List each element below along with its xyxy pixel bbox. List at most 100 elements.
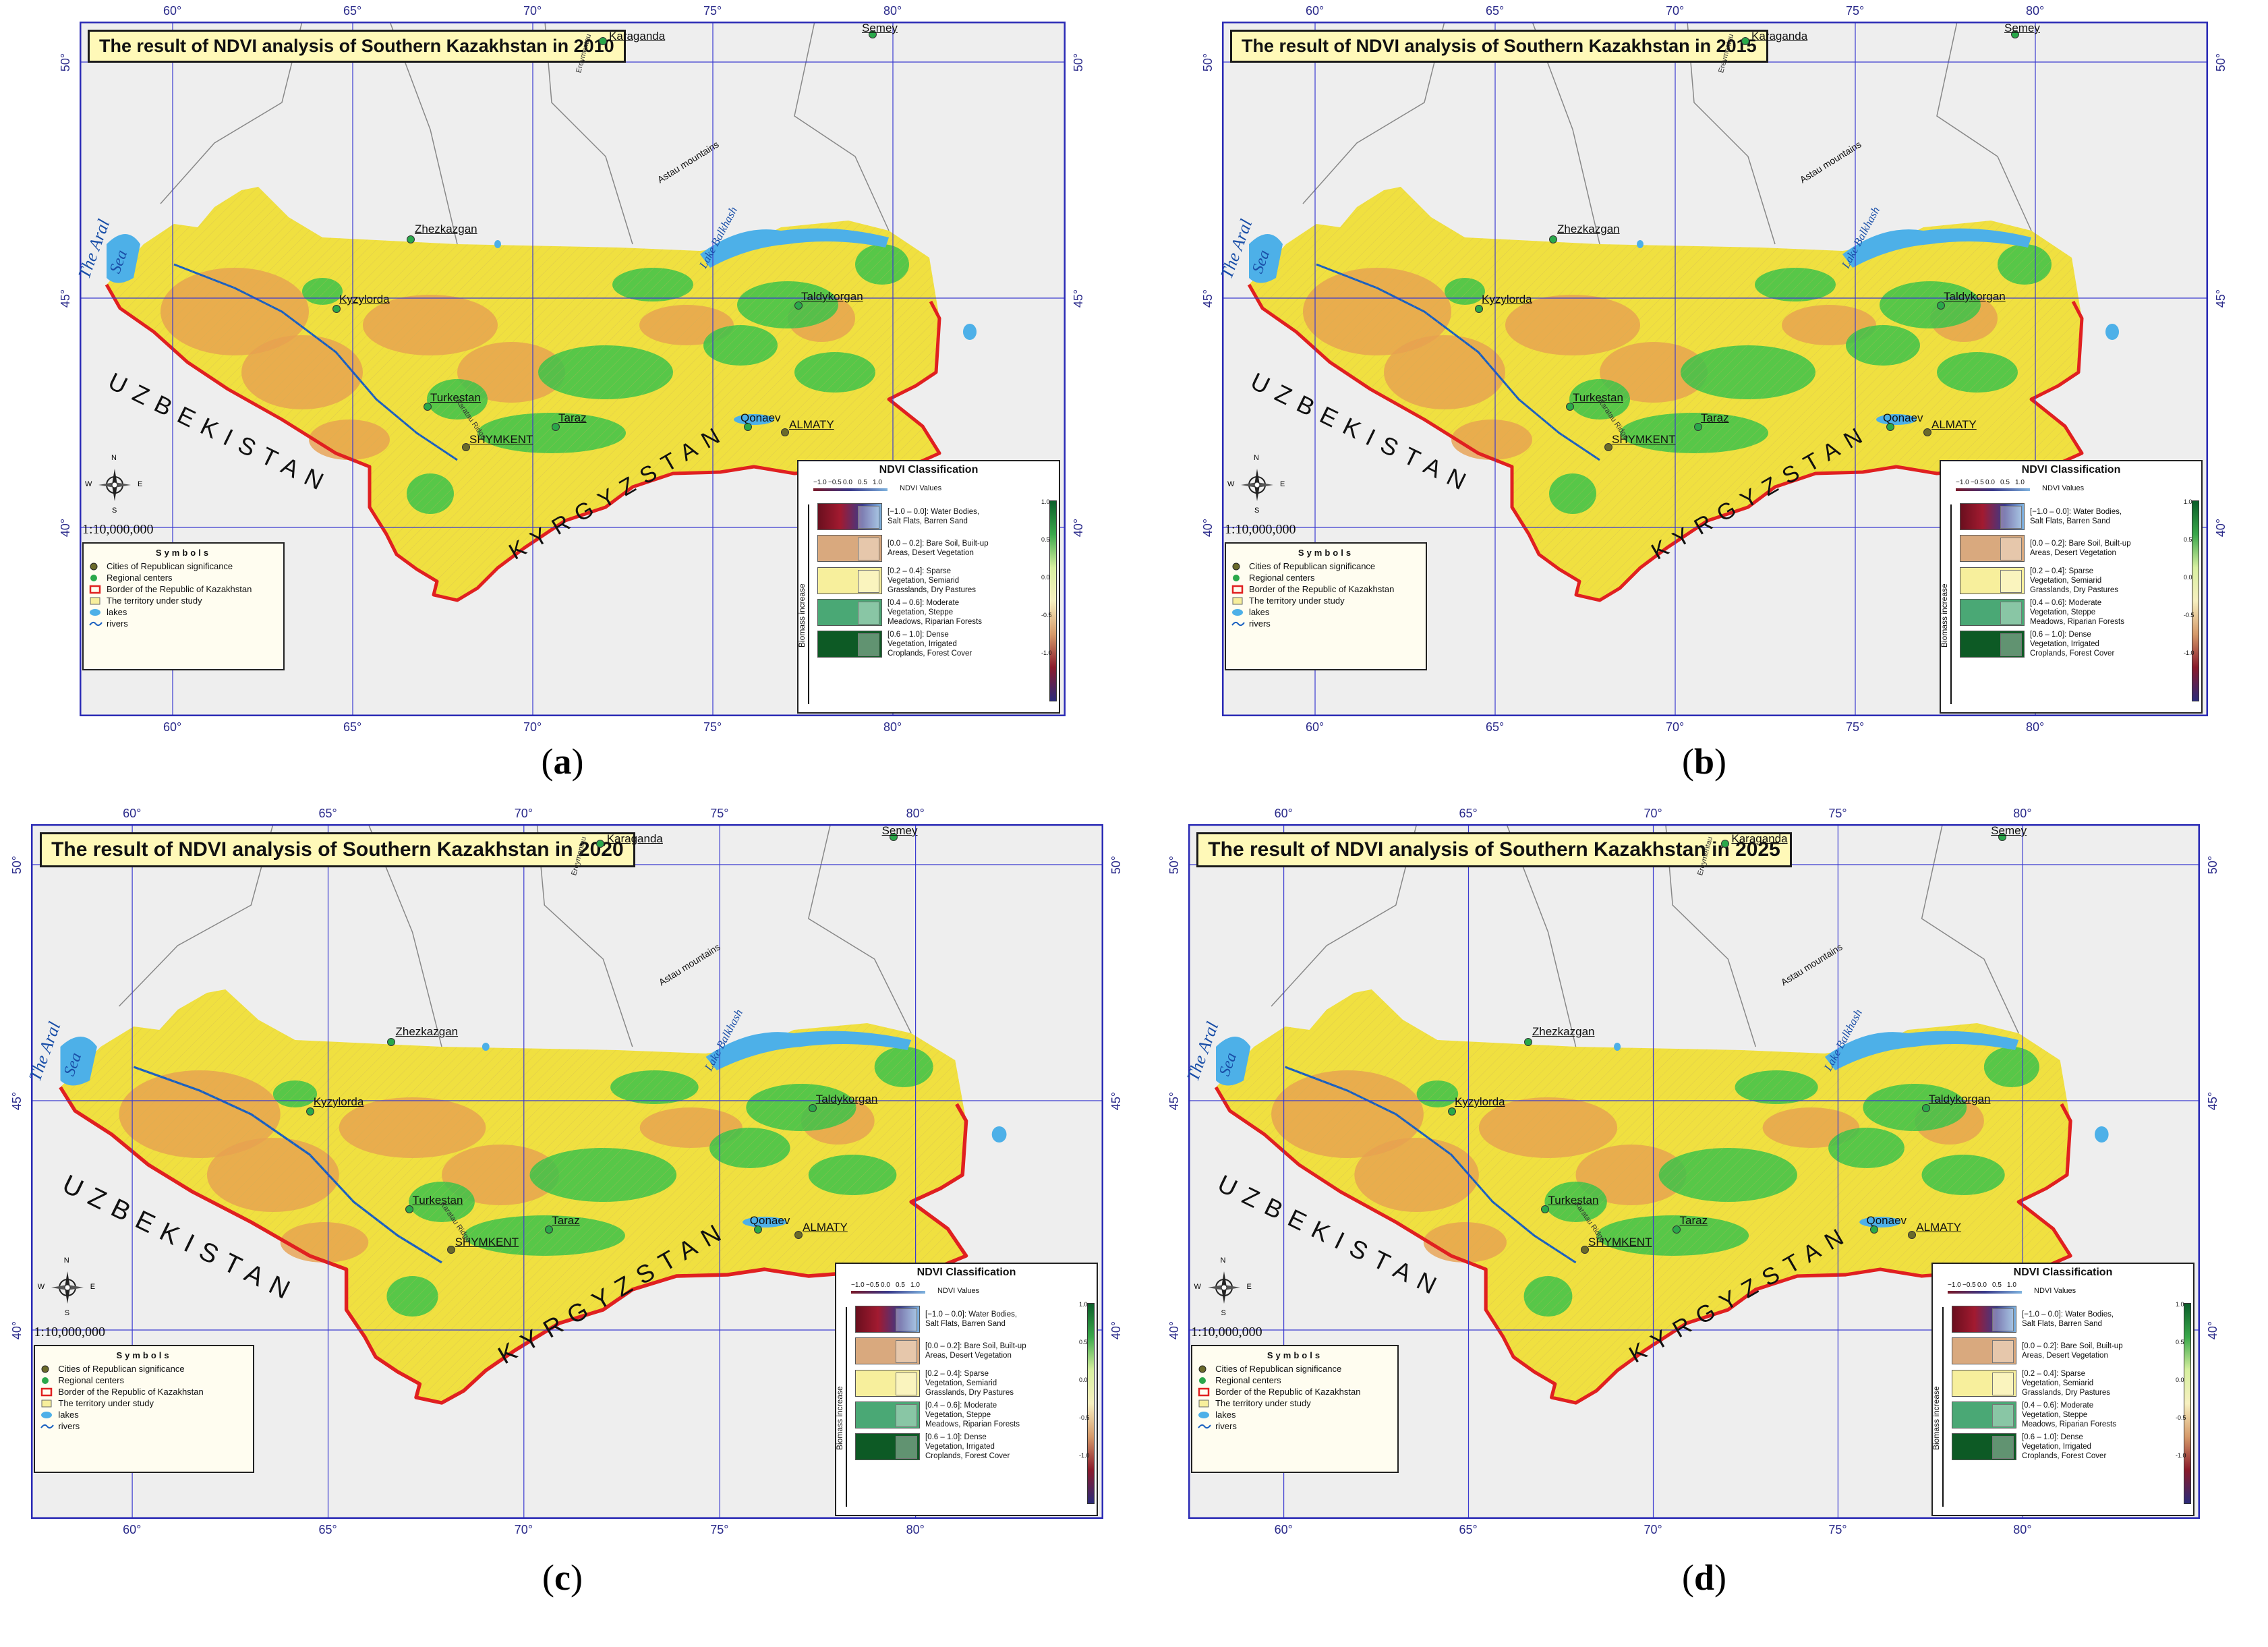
ramp-tick: −0.5	[1971, 479, 1984, 486]
latitude-tick: 45°	[2214, 289, 2228, 308]
city-zhezkazgan: Zhezkazgan	[1557, 223, 1620, 235]
lake-icon	[89, 608, 103, 617]
ramp-tick: −1.0	[1956, 479, 1969, 486]
lake-kapchagay	[1876, 414, 1917, 425]
city-turkestan: Turkestan	[430, 391, 481, 404]
city-dot	[1869, 1225, 1878, 1234]
ndvi-class-row: [0.4 – 0.6]: Moderate Vegetation, Steppe…	[817, 598, 989, 627]
symbols-header: Symbols	[1298, 548, 1354, 558]
symbol-row: Cities of Republican significance	[40, 1363, 247, 1375]
city-dot	[869, 30, 877, 38]
symbol-row: Cities of Republican significance	[1198, 1363, 1392, 1375]
compass-w: W	[1227, 480, 1235, 488]
ndvi-ramp: −1.0 −0.5 0.0 0.5 1.0	[1948, 1281, 2022, 1291]
ndvi-class-row: [0.4 – 0.6]: Moderate Vegetation, Steppe…	[1960, 598, 2131, 627]
lake-small	[1637, 240, 1644, 248]
longitude-tick: 65°	[318, 807, 337, 820]
study-area-hatch	[60, 989, 966, 1403]
longitude-tick: 80°	[883, 720, 902, 734]
colorbar-tick: 1.0	[1079, 1301, 1088, 1308]
ndvi-class-swatch	[1952, 1370, 2016, 1397]
city-dot	[1908, 1231, 1917, 1239]
study-area-icon	[89, 596, 103, 606]
symbol-label: Regional centers	[1215, 1375, 1281, 1385]
ndvi-values-label: NDVI Values	[937, 1287, 980, 1295]
lake-balkhash	[700, 228, 889, 268]
city-dot	[447, 1246, 456, 1254]
compass-s: S	[64, 1309, 70, 1317]
republican-city-icon	[40, 1364, 54, 1374]
compass-rose-icon: N S W E	[1194, 1256, 1252, 1317]
symbol-label: The territory under study	[1215, 1398, 1311, 1408]
compass-rose-icon: N S W E	[38, 1256, 95, 1317]
city-karaganda: Karaganda	[1731, 832, 1788, 845]
ndvi-class-row: [−1.0 – 0.0]: Water Bodies, Salt Flats, …	[855, 1306, 1026, 1333]
city-dot	[1604, 443, 1612, 451]
colorbar-tick: 0.0	[2184, 574, 2192, 581]
symbol-label: Cities of Republican significance	[107, 561, 233, 571]
latitude-tick: 50°	[1072, 53, 1086, 72]
longitude-tick: 80°	[2026, 720, 2045, 734]
ramp-tick: 0.0	[1977, 1281, 1987, 1289]
city-dot	[386, 1038, 395, 1046]
symbol-label: Regional centers	[1249, 573, 1315, 583]
longitude-tick: 70°	[1644, 1523, 1662, 1536]
ndvi-class-label: [0.0 – 0.2]: Bare Soil, Built-up Areas, …	[2030, 540, 2131, 557]
city-dot	[1523, 1038, 1532, 1046]
biomass-label: Biomass increase	[1940, 583, 1949, 647]
symbols-header: Symbols	[116, 1350, 172, 1360]
city-turkestan: Turkestan	[1573, 391, 1623, 404]
symbol-label: lakes	[1215, 1410, 1236, 1420]
city-dot	[1447, 1107, 1456, 1116]
compass-e: E	[1280, 480, 1285, 488]
ramp-tick: 1.0	[2015, 479, 2025, 486]
longitude-tick: 70°	[514, 1523, 533, 1536]
ndvi-class-row: [−1.0 – 0.0]: Water Bodies, Salt Flats, …	[1952, 1306, 2123, 1333]
city-dot	[794, 301, 803, 310]
colorbar-tick: 0.0	[1079, 1377, 1088, 1383]
texture-thumbnail	[896, 1308, 917, 1331]
symbols-header: Symbols	[155, 548, 212, 558]
compass-s: S	[112, 507, 117, 515]
city-dot	[544, 1225, 553, 1234]
longitude-tick: 60°	[123, 1523, 142, 1536]
symbol-row: The territory under study	[89, 595, 278, 606]
city-dot	[1923, 428, 1931, 436]
longitude-tick: 75°	[710, 1523, 729, 1536]
ndvi-class-label: [0.2 – 0.4]: Sparse Vegetation, Semiarid…	[2030, 567, 2119, 594]
longitude-tick: 75°	[1828, 807, 1847, 820]
ndvi-ramp: −1.0 −0.5 0.0 0.5 1.0	[1956, 479, 2030, 488]
study-area-hatch	[1216, 989, 2071, 1403]
colorbar-tick: 0.5	[2176, 1339, 2184, 1346]
lake-alakol	[2105, 324, 2119, 340]
ndvi-ramp-bar	[851, 1291, 925, 1294]
colorbar-tick: 1.0	[2176, 1301, 2184, 1308]
city-qonaev: Qonaev	[749, 1214, 790, 1227]
city-dot	[794, 1231, 803, 1239]
latitude-tick: 40°	[2214, 518, 2228, 538]
ndvi-colorbar	[1087, 1303, 1095, 1504]
symbol-row: lakes	[1198, 1409, 1392, 1420]
latitude-tick: 45°	[1109, 1091, 1124, 1111]
city-semey: Semey	[862, 22, 898, 34]
panel-b: The result of NDVI analysis of Southern …	[1201, 4, 2228, 734]
city-taraz: Taraz	[1701, 411, 1729, 424]
ndvi-colorbar	[2192, 500, 2199, 701]
city-dot	[781, 428, 789, 436]
ndvi-class-row: [0.0 – 0.2]: Bare Soil, Built-up Areas, …	[855, 1337, 1026, 1364]
ndvi-class-label: [−1.0 – 0.0]: Water Bodies, Salt Flats, …	[888, 508, 980, 525]
latitude-tick: 50°	[10, 855, 24, 875]
ndvi-class-label: [0.2 – 0.4]: Sparse Vegetation, Semiarid…	[2022, 1370, 2111, 1397]
longitude-tick: 60°	[163, 720, 182, 734]
map-frame	[1222, 22, 2208, 716]
longitude-tick: 75°	[1846, 4, 1865, 18]
city-qonaev: Qonaev	[1883, 411, 1923, 424]
panel-label-d: (d)	[1681, 1557, 1726, 1598]
texture-thumbnail	[858, 538, 879, 560]
compass-e: E	[90, 1283, 96, 1291]
ramp-tick: −1.0	[851, 1281, 865, 1289]
compass-w: W	[85, 480, 92, 488]
city-almaty: ALMATY	[789, 418, 834, 431]
city-kyzylorda: Kyzylorda	[1482, 293, 1532, 306]
symbol-row: rivers	[89, 618, 278, 629]
